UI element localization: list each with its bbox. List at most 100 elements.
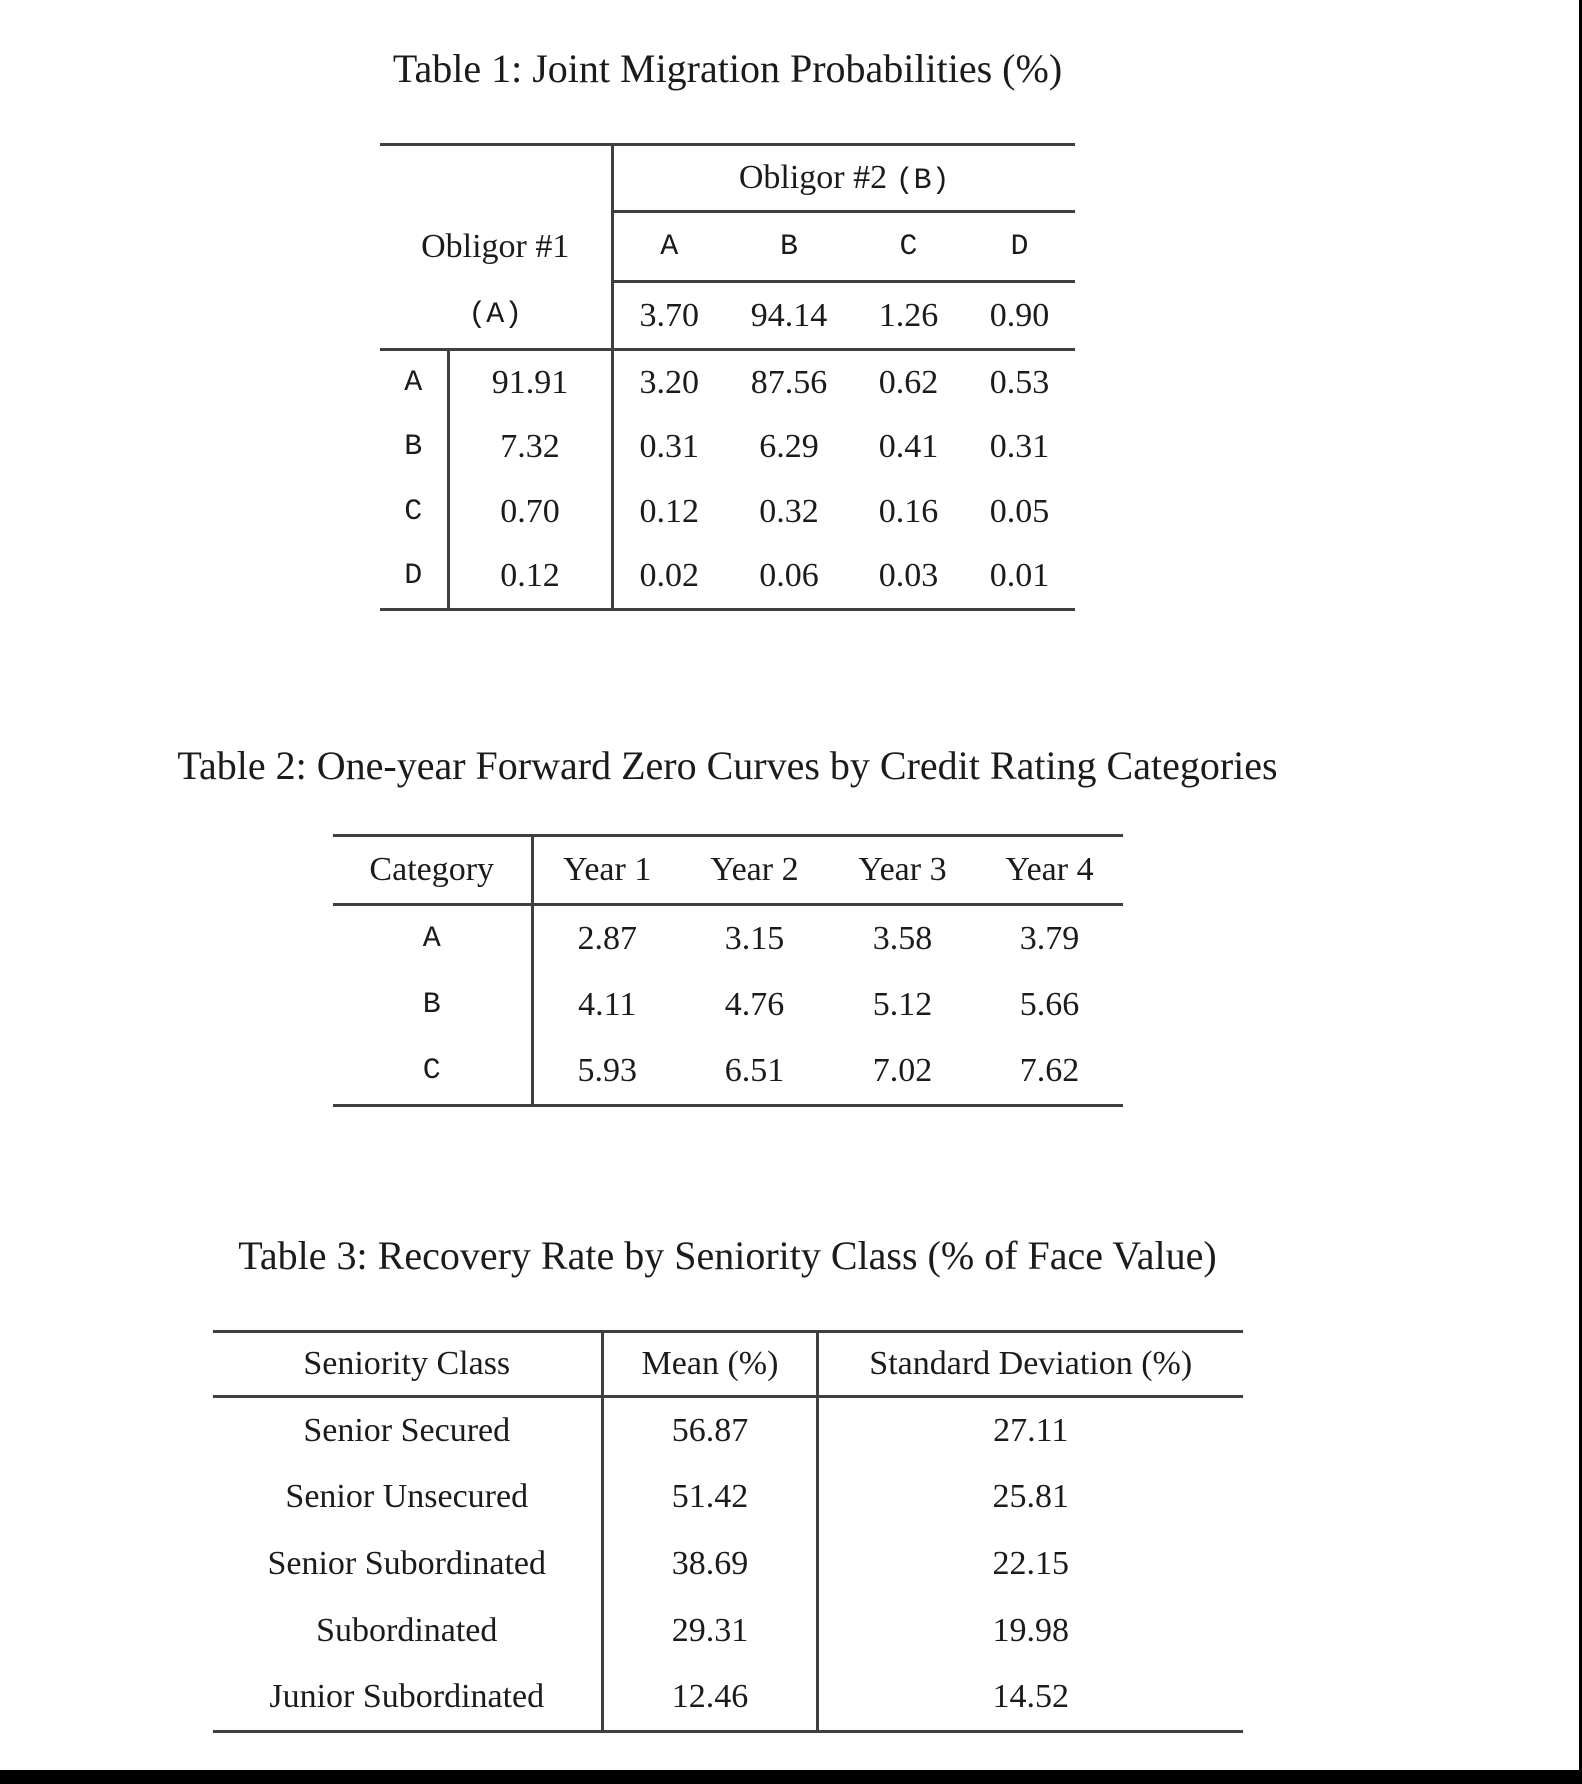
table3-row-junior-subordinated: Junior Subordinated 12.46 14.52 [213, 1664, 1243, 1732]
col-header: Year 2 [680, 835, 829, 906]
table3-row-senior-unsecured: Senior Unsecured 51.42 25.81 [213, 1463, 1243, 1531]
table3-section: Table 3: Recovery Rate by Seniority Clas… [0, 1229, 1455, 1733]
value-cell: 6.29 [759, 428, 819, 465]
table2-row-C: C 5.93 6.51 7.02 7.62 [333, 1038, 1123, 1106]
right-edge-bar [1579, 0, 1582, 1784]
col-header: Standard Deviation (%) [816, 1331, 1243, 1398]
value-cell: 0.70 [446, 479, 612, 545]
table2-forward-zero-curves: Category Year 1 Year 2 Year 3 Year 4 A 2… [332, 834, 1123, 1107]
value-cell: 0.05 [989, 493, 1050, 530]
value-cell: 0.06 [759, 557, 819, 595]
table3-caption: Table 3: Recovery Rate by Seniority Clas… [238, 1233, 1217, 1278]
value-cell: 2.87 [531, 904, 681, 972]
row-label: A [404, 365, 423, 400]
value-cell: 87.56 [750, 363, 828, 401]
col-header: A [610, 211, 725, 283]
table1-row-B: B 7.32 0.31 6.29 0.41 0.31 [380, 414, 1075, 480]
value-cell: 0.03 [878, 557, 939, 595]
value-cell: 1.26 [853, 281, 964, 351]
spacer-cell [448, 145, 612, 212]
obligor1-group-header: Obligor #1 [421, 227, 570, 265]
table2-row-B: B 4.11 4.76 5.12 5.66 [333, 971, 1123, 1039]
col-header: Mean (%) [601, 1331, 818, 1398]
value-cell: 0.53 [989, 363, 1050, 401]
value-cell: 0.31 [610, 414, 725, 480]
value-cell: 29.31 [601, 1597, 818, 1665]
value-cell: 0.12 [610, 479, 725, 545]
table1-section: Table 1: Joint Migration Probabilities (… [0, 42, 1455, 611]
row-label: Senior Secured [303, 1411, 511, 1449]
value-cell: 19.98 [816, 1597, 1243, 1665]
value-cell: 0.01 [989, 557, 1050, 595]
col-header: Year 3 [828, 835, 977, 906]
table3-row-subordinated: Subordinated 29.31 19.98 [213, 1597, 1243, 1665]
row-label: A [422, 921, 441, 956]
table3-recovery-rates: Seniority Class Mean (%) Standard Deviat… [212, 1330, 1243, 1733]
value-cell: 27.11 [816, 1396, 1243, 1464]
row-label: C [404, 495, 423, 529]
value-cell: 0.32 [759, 493, 819, 530]
value-cell: 5.12 [872, 986, 933, 1023]
row-label: B [404, 430, 423, 464]
col-header: C [853, 211, 964, 283]
value-cell: 0.31 [989, 428, 1050, 465]
obligor2-group-header-code: (B) [895, 163, 950, 198]
value-cell: 91.91 [446, 349, 612, 415]
col-header: D [964, 211, 1075, 283]
table1-column-header-row: Obligor #1 A B C D [380, 211, 1075, 283]
value-cell: 6.51 [724, 1052, 785, 1090]
value-cell: 7.02 [872, 1052, 933, 1090]
row-label: Senior Subordinated [267, 1545, 547, 1582]
table1-row-C: C 0.70 0.12 0.32 0.16 0.05 [380, 479, 1075, 545]
row-label: Junior Subordinated [269, 1678, 545, 1716]
spacer-cell [380, 145, 448, 212]
value-cell: 38.69 [601, 1530, 818, 1598]
value-cell: 3.20 [610, 349, 725, 415]
value-cell: 7.62 [1019, 1052, 1080, 1090]
value-cell: 56.87 [601, 1396, 818, 1464]
value-cell: 94.14 [725, 281, 853, 351]
col-header: Seniority Class [212, 1331, 603, 1398]
table3-row-senior-secured: Senior Secured 56.87 27.11 [213, 1396, 1243, 1464]
value-cell: 0.12 [446, 544, 612, 610]
obligor2-group-header-text: Obligor #2 [738, 158, 888, 196]
table3-row-senior-subordinated: Senior Subordinated 38.69 22.15 [213, 1530, 1243, 1598]
value-cell: 12.46 [601, 1664, 818, 1732]
value-cell: 3.58 [872, 919, 933, 957]
value-cell: 4.76 [724, 986, 785, 1023]
row-label: D [404, 559, 423, 594]
obligor2-group-header: Obligor #2 (B) [610, 144, 1075, 213]
table1-row-D: D 0.12 0.02 0.06 0.03 0.01 [380, 544, 1075, 610]
value-cell: 14.52 [816, 1664, 1243, 1732]
obligor1-subheader: (A) [380, 281, 612, 351]
value-cell: 3.79 [1019, 919, 1080, 957]
bottom-edge-bar [0, 1770, 1582, 1784]
table2-section: Table 2: One-year Forward Zero Curves by… [0, 739, 1455, 1107]
table1-joint-migration-probabilities: Obligor #2 (B) Obligor #1 A B C D (A) 3.… [380, 143, 1075, 611]
value-cell: 0.02 [610, 544, 725, 610]
value-cell: 0.62 [878, 363, 939, 401]
value-cell: 0.16 [878, 493, 939, 530]
value-cell: 7.32 [446, 414, 612, 480]
value-cell: 4.11 [531, 971, 681, 1039]
row-label: B [422, 988, 441, 1022]
row-label: Senior Unsecured [285, 1478, 529, 1515]
value-cell: 5.66 [1019, 986, 1080, 1023]
row-label: Subordinated [316, 1612, 498, 1649]
value-cell: 3.15 [724, 919, 785, 957]
value-cell: 0.90 [964, 281, 1075, 351]
row-label: C [422, 1054, 441, 1089]
table1-caption: Table 1: Joint Migration Probabilities (… [392, 46, 1063, 91]
value-cell: 51.42 [601, 1463, 818, 1531]
page-content: Table 1: Joint Migration Probabilities (… [0, 42, 1455, 1733]
col-header: Year 1 [531, 835, 681, 906]
table1-marginal-row: (A) 3.70 94.14 1.26 0.90 [380, 281, 1075, 351]
table2-row-A: A 2.87 3.15 3.58 3.79 [333, 904, 1123, 972]
table2-caption: Table 2: One-year Forward Zero Curves by… [177, 743, 1278, 788]
table1-group-header-row: Obligor #2 (B) [380, 144, 1075, 213]
col-header: Year 4 [976, 835, 1123, 906]
table1-row-A: A 91.91 3.20 87.56 0.62 0.53 [380, 349, 1075, 415]
value-cell: 25.81 [816, 1463, 1243, 1531]
table3-header-row: Seniority Class Mean (%) Standard Deviat… [212, 1331, 1243, 1398]
